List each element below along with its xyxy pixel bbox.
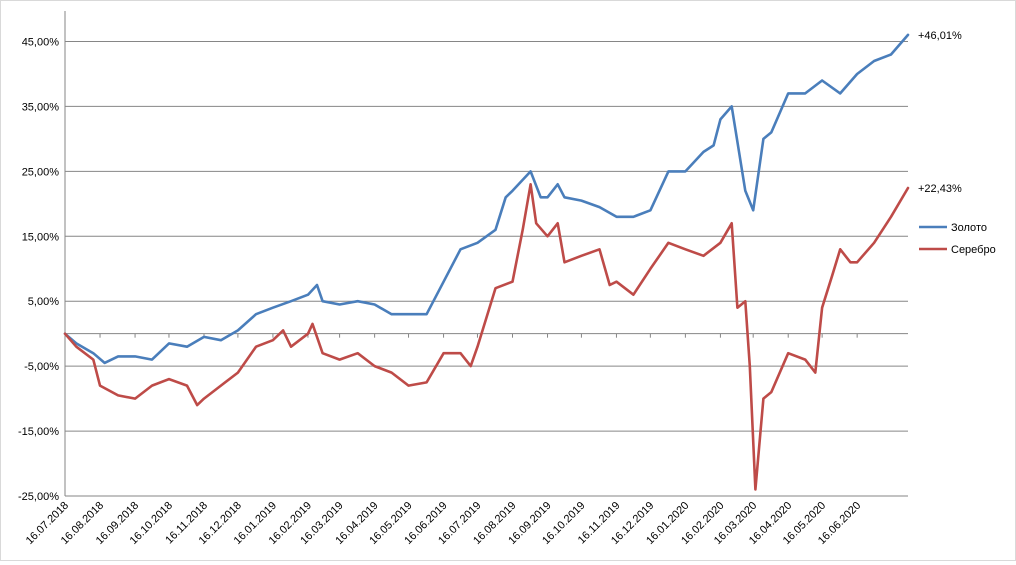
legend-label-silver: Серебро [951, 244, 996, 256]
legend-label-gold: Золото [951, 222, 987, 234]
y-tick-label: -15,00% [18, 426, 59, 438]
series-line-silver [65, 184, 908, 489]
y-axis: 45,00% 35,00% 25,00% 15,00% 5,00% -5,00% -15,0… [18, 11, 65, 503]
y-tick-label: -25,00% [18, 491, 59, 503]
y-tick-label: 35,00% [22, 101, 60, 113]
end-value-label-gold: +46,01% [918, 30, 962, 42]
series-lines [65, 35, 908, 490]
end-labels: +46,01% +22,43% [918, 30, 962, 195]
y-tick-label: 25,00% [22, 166, 60, 178]
y-tick-label: -5,00% [24, 361, 59, 373]
end-value-label-silver: +22,43% [918, 183, 962, 195]
y-tick-label: 45,00% [22, 37, 60, 49]
legend: Золото Серебро [919, 222, 996, 256]
y-tick-label: 15,00% [22, 231, 60, 243]
y-tick-label: 5,00% [28, 296, 59, 308]
